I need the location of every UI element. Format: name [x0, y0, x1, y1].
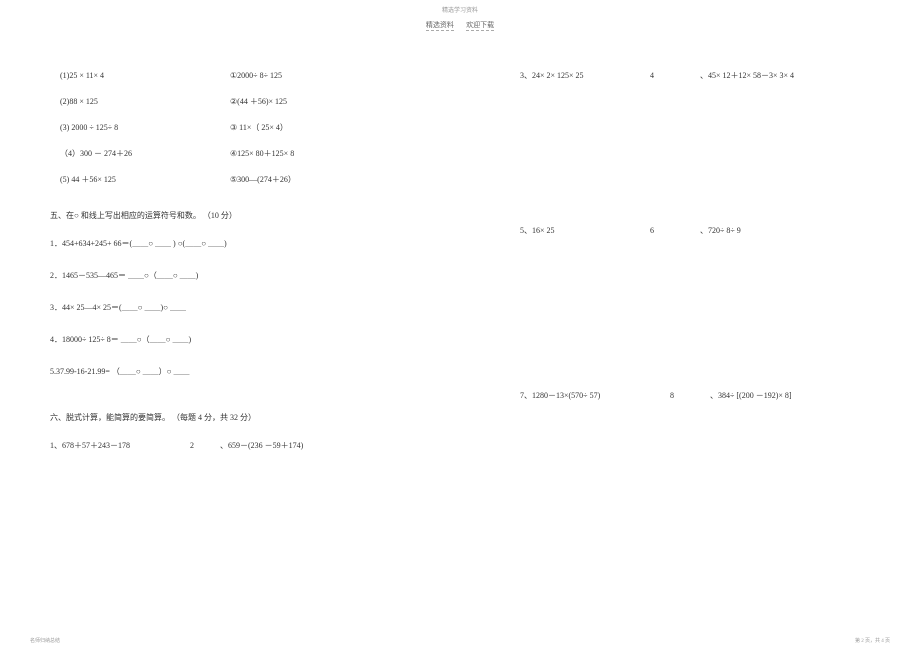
- header-left-label: 精选资料: [426, 21, 454, 31]
- q4b: ④125× 80＋125× 8: [230, 148, 294, 159]
- r3-p1: 7、1280－13×(570÷ 57): [520, 390, 600, 401]
- q5a: (5) 44 ＋56× 125: [60, 174, 116, 185]
- sec6-p2: 2: [190, 440, 194, 451]
- header-right-label: 欢迎下载: [466, 21, 494, 31]
- sec6-p1: 1、678＋57＋243－178: [50, 440, 130, 451]
- q3b: ③ 11×（ 25× 4）: [230, 122, 288, 133]
- page-header-top: 精选学习资料: [0, 5, 920, 14]
- sec5-q1: 1．454+634+245+ 66＝(＿＿○ ＿＿ ) ○(＿＿○ ＿＿): [50, 238, 227, 249]
- q2b: ②(44 ＋56)× 125: [230, 96, 287, 107]
- r1-p2: 4: [650, 70, 654, 81]
- sec5-title: 五、在○ 和线上写出相应的运算符号和数。 （10 分）: [50, 210, 237, 221]
- r2-p1: 5、16× 25: [520, 225, 555, 236]
- sec6-p3: 、659－(236 －59＋174): [220, 440, 303, 451]
- r3-p3: 、384÷ [(200 －192)× 8]: [710, 390, 792, 401]
- q2a: (2)88 × 125: [60, 96, 98, 107]
- page-header-sub: 精选资料 欢迎下载: [0, 20, 920, 30]
- sec6-title: 六、脱式计算，能简算的要简算。 （每题 4 分，共 32 分）: [50, 412, 256, 423]
- r1-p3: 、45× 12＋12× 58－3× 3× 4: [700, 70, 794, 81]
- footer-right: 第 2 页，共 4 页: [855, 637, 890, 644]
- sec5-q2: 2．1465－535—465＝ ＿＿○（＿＿○ ＿＿): [50, 270, 198, 281]
- sec5-q3: 3．44× 25—4× 25＝(＿＿○ ＿＿)○ ＿＿: [50, 302, 186, 313]
- q1a: (1)25 × 11× 4: [60, 70, 104, 81]
- r2-p3: 、720÷ 8÷ 9: [700, 225, 741, 236]
- sec5-q4: 4．18000÷ 125÷ 8＝ ＿＿○（＿＿○ ＿＿): [50, 334, 191, 345]
- q5b: ⑤300—(274＋26）: [230, 174, 296, 185]
- q1b: ①2000÷ 8÷ 125: [230, 70, 282, 81]
- r3-p2: 8: [670, 390, 674, 401]
- r2-p2: 6: [650, 225, 654, 236]
- q4a: （4）300 － 274＋26: [60, 148, 132, 159]
- footer-left: 名师归纳总结: [30, 637, 60, 644]
- r1-p1: 3、24× 2× 125× 25: [520, 70, 584, 81]
- q3a: (3) 2000 ÷ 125÷ 8: [60, 122, 118, 133]
- sec5-q5: 5.37.99-16-21.99= （＿＿○ ＿＿）○ ＿＿: [50, 366, 190, 377]
